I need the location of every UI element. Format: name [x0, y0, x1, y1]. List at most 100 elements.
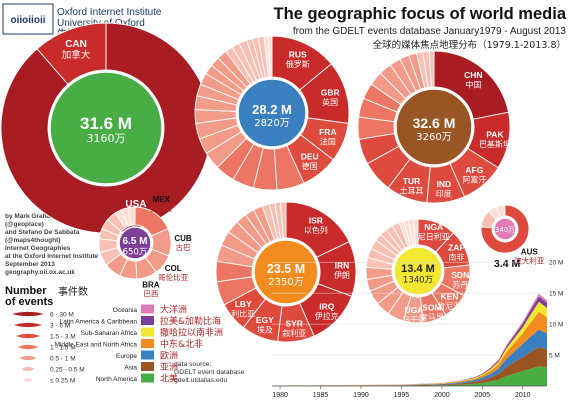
size-legend-label: 1.5 - 3 M	[50, 334, 76, 341]
country-name-zh-aus: 澳大利亚	[514, 256, 544, 266]
x-tick-label: 2000	[434, 392, 450, 399]
chart-subtitle-zh: 全球的媒体焦点地理分布（1979.1-2013.8）	[373, 39, 566, 51]
country-code-irq: IRQ	[319, 301, 335, 311]
credit-line: (@maps4thought)	[5, 237, 60, 244]
country-name-zh-tur: 土耳其	[400, 185, 424, 195]
country-code-cub: CUB	[174, 234, 192, 243]
country-name-zh-cub: 古巴	[175, 242, 190, 252]
x-tick-label: 2005	[475, 392, 491, 399]
credit-line: geography.oii.ox.ac.uk	[5, 269, 75, 276]
country-name-zh-irq: 伊拉克	[315, 311, 339, 321]
donut-north-america: 31.6 M3160万USA美国CAN加拿大	[0, 22, 212, 234]
country-name-zh-mex: 墨西哥	[150, 204, 173, 213]
donut-center	[49, 71, 163, 185]
region-legend-swatch	[141, 327, 154, 337]
size-legend-label: 3 - 6 M	[50, 323, 70, 330]
donut-slice	[279, 201, 287, 239]
donut-center	[237, 78, 307, 148]
credits: by Mark Graham (@geoplace) and Stefano D…	[5, 213, 99, 276]
country-name-zh-ind: 印度	[436, 189, 452, 199]
country-code-afg: AFG	[465, 165, 483, 175]
country-code-irn: IRN	[335, 260, 350, 270]
region-legend-name: Oceania	[113, 307, 138, 314]
region-legend-name: Europe	[116, 353, 137, 360]
region-legend-name-zh: 亚洲	[160, 362, 178, 373]
region-legend-swatch	[141, 316, 154, 325]
region-legend-name-zh: 大洋洲	[160, 304, 187, 316]
timeline-area-chart: 5 M 10 M 15 M 20 M 1980 1985 1990 1995 2000 2005 2…	[272, 260, 563, 399]
country-code-col: COL	[165, 264, 182, 273]
donut-center	[253, 239, 319, 305]
country-name-zh-irn: 伊朗	[334, 270, 350, 280]
country-name-zh-zaf: 南非	[448, 252, 464, 262]
chart-title: The geographic focus of world media	[274, 5, 567, 23]
size-legend-title: of events	[5, 296, 53, 308]
donut-total: 28.2 M	[252, 102, 292, 117]
country-code-chn: CHN	[464, 70, 482, 80]
donut-slice	[495, 204, 506, 218]
donut-center	[118, 226, 152, 260]
region-legend-swatch	[141, 373, 154, 383]
region-legend-name-zh: 欧洲	[160, 350, 178, 362]
country-code-bra: BRA	[142, 280, 160, 289]
country-name-zh-sdn: 苏丹	[452, 280, 468, 290]
donut-total: 23.5 M	[267, 262, 305, 276]
size-legend-label: 0.25 - 0.5 M	[50, 367, 85, 374]
oii-logo: oiioiioii	[2, 3, 54, 35]
size-legend-swatch	[16, 344, 40, 350]
donut-slice	[127, 206, 136, 226]
country-name-zh-afg: 阿富汗	[462, 175, 486, 185]
source-line: gdelt.utdallas.edu	[174, 377, 228, 384]
donut-slice-can	[36, 22, 107, 85]
donut-slice	[428, 50, 435, 88]
size-legend-swatch	[20, 366, 36, 372]
size-legend-swatch	[22, 377, 34, 383]
donut-total: 32.6 M	[413, 115, 456, 131]
donut-slice-aus	[480, 204, 530, 254]
country-code-mex: MEX	[153, 195, 171, 204]
country-name-zh-nga: 尼日利亚	[418, 231, 450, 241]
area-series-north-america	[272, 366, 547, 386]
region-legend-swatch	[141, 350, 154, 360]
country-code-syr: SYR	[285, 318, 302, 328]
country-name-zh-uga: 乌干达	[402, 314, 426, 324]
oceania-total: 3.4 M	[494, 258, 521, 270]
credit-line: Internet Geographies	[5, 245, 71, 252]
size-legend-swatch	[14, 333, 42, 339]
x-tick-label: 1990	[353, 392, 369, 399]
country-name-zh-rus: 俄罗斯	[286, 59, 310, 69]
credit-line: (@geoplace)	[5, 221, 44, 228]
country-name-zh-fra: 法国	[320, 137, 336, 147]
x-tick-label: 1985	[313, 392, 329, 399]
size-legend-title-zh: 事件数	[58, 285, 88, 298]
country-code-pak: PAK	[486, 129, 504, 139]
y-tick-label: 20 M	[549, 260, 563, 267]
region-legend-name-zh: 中东&北非	[160, 338, 203, 350]
size-legend-label: 0.5 - 1 M	[50, 356, 76, 363]
size-legend-title: Number	[5, 285, 47, 297]
credit-line: by Mark Graham	[5, 213, 56, 220]
country-name-zh-pak: 巴基斯坦	[479, 139, 511, 149]
country-code-fra: FRA	[319, 127, 336, 137]
country-code-som: SOM	[422, 303, 441, 313]
country-code-ind: IND	[436, 179, 451, 189]
country-code-egy: EGY	[256, 315, 274, 325]
credit-line: September 2013	[5, 261, 55, 268]
country-code-uga: UGA	[405, 305, 424, 315]
country-code-lby: LBY	[235, 299, 252, 309]
x-tick-label: 2010	[515, 392, 531, 399]
credit-line: at the Oxford Internet Institute	[5, 253, 99, 260]
region-legend-swatch	[141, 362, 154, 371]
country-code-sdn: SDN	[451, 270, 469, 280]
size-legend-label: ≤ 0.25 M	[50, 378, 75, 385]
country-name-zh-bra: 巴西	[143, 289, 158, 298]
region-legend-name: Asia	[124, 365, 137, 372]
country-name-zh-egy: 埃及	[257, 324, 273, 334]
donut-total-zh: 1340万	[403, 276, 433, 286]
country-name-zh-isr: 以色列	[304, 225, 328, 235]
country-code-gbr: GBR	[321, 87, 340, 97]
